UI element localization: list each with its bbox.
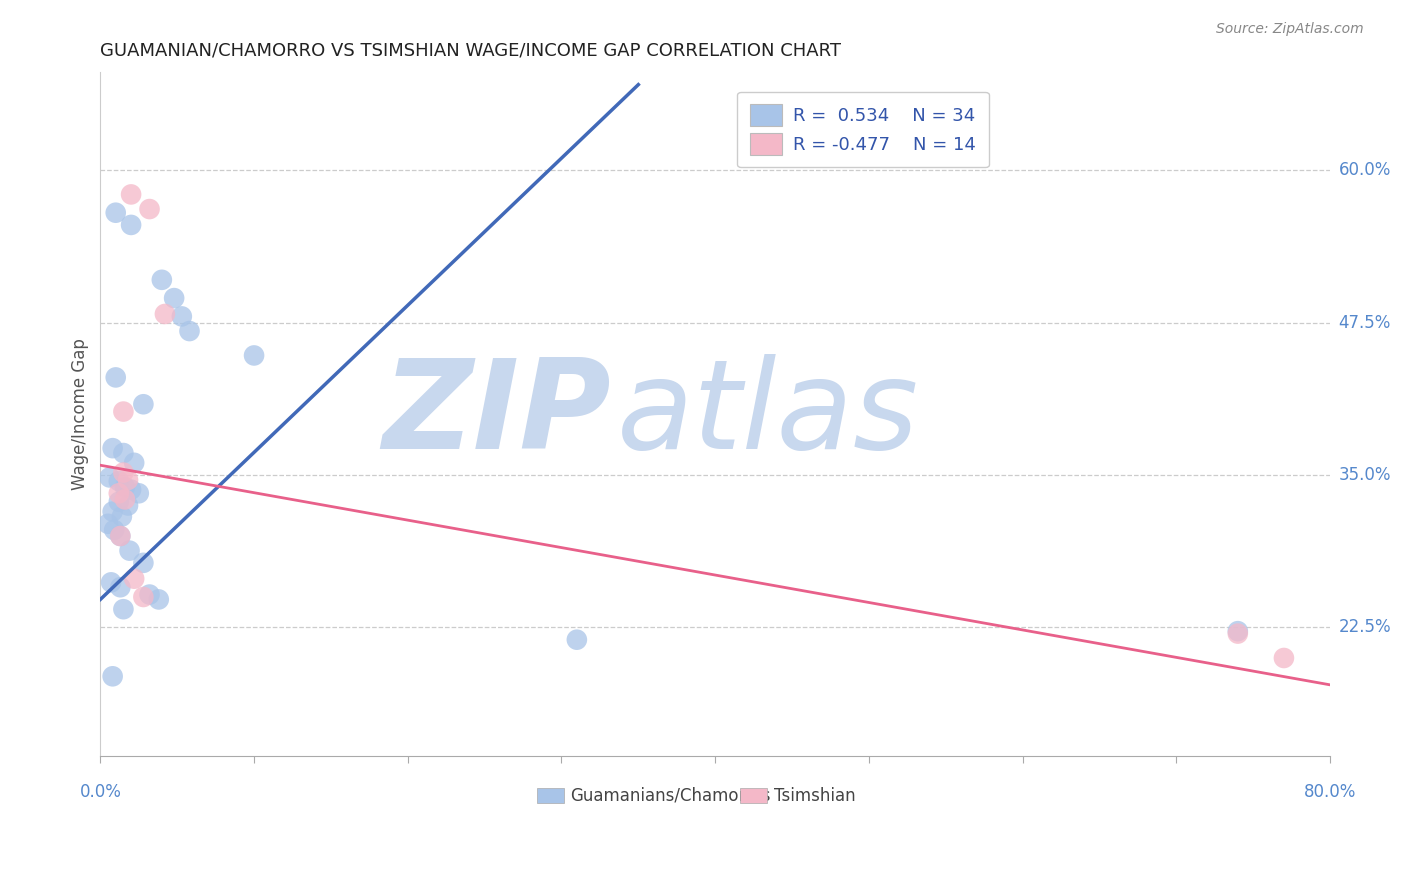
Point [101, 669, 124, 683]
Point [112, 466, 135, 480]
Point [163, 291, 186, 305]
Text: 60.0%: 60.0% [1339, 161, 1391, 179]
Legend: R =  0.534    N = 34, R = -0.477    N = 14: R = 0.534 N = 34, R = -0.477 N = 14 [737, 92, 988, 168]
Point [179, 324, 201, 338]
Point [110, 580, 132, 594]
Point [112, 446, 135, 460]
Point [1272, 651, 1295, 665]
Point [103, 523, 125, 537]
FancyBboxPatch shape [537, 789, 564, 804]
Point [117, 499, 139, 513]
Text: 47.5%: 47.5% [1339, 313, 1391, 332]
Point [565, 632, 588, 647]
Point [120, 218, 142, 232]
Point [132, 397, 155, 411]
Point [111, 509, 134, 524]
Text: 35.0%: 35.0% [1339, 466, 1391, 484]
Point [107, 474, 129, 488]
Text: atlas: atlas [617, 353, 920, 475]
Point [122, 456, 145, 470]
Point [1226, 626, 1249, 640]
Point [122, 572, 145, 586]
Point [118, 543, 141, 558]
Point [100, 575, 122, 590]
Point [112, 602, 135, 616]
Point [114, 492, 136, 507]
Point [107, 486, 129, 500]
Text: ZIP: ZIP [382, 353, 610, 475]
Text: Guamanians/Chamorros: Guamanians/Chamorros [569, 787, 770, 805]
Point [107, 495, 129, 509]
Point [104, 205, 127, 219]
Point [148, 592, 170, 607]
Point [128, 486, 150, 500]
Text: 22.5%: 22.5% [1339, 618, 1391, 637]
Point [138, 202, 160, 216]
Point [110, 529, 132, 543]
Point [132, 590, 155, 604]
Text: Tsimshian: Tsimshian [775, 787, 856, 805]
Text: 80.0%: 80.0% [1303, 783, 1357, 801]
Point [153, 307, 176, 321]
Point [243, 348, 266, 362]
Point [110, 529, 132, 543]
Point [101, 505, 124, 519]
Point [1226, 624, 1249, 639]
Point [120, 483, 142, 497]
Text: GUAMANIAN/CHAMORRO VS TSIMSHIAN WAGE/INCOME GAP CORRELATION CHART: GUAMANIAN/CHAMORRO VS TSIMSHIAN WAGE/INC… [100, 42, 841, 60]
Point [170, 310, 193, 324]
Point [132, 556, 155, 570]
Point [98, 470, 121, 484]
Point [138, 588, 160, 602]
Y-axis label: Wage/Income Gap: Wage/Income Gap [72, 338, 89, 490]
Point [150, 273, 173, 287]
Point [117, 473, 139, 487]
Point [114, 480, 136, 494]
Point [112, 404, 135, 418]
Point [97, 516, 120, 531]
Point [120, 187, 142, 202]
FancyBboxPatch shape [740, 789, 766, 804]
Text: Source: ZipAtlas.com: Source: ZipAtlas.com [1216, 22, 1364, 37]
Text: 0.0%: 0.0% [79, 783, 121, 801]
Point [101, 441, 124, 455]
Point [104, 370, 127, 384]
